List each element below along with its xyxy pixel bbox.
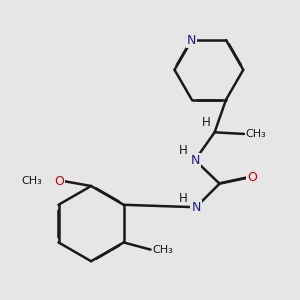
- Text: N: N: [187, 34, 196, 46]
- Text: H: H: [179, 145, 188, 158]
- Text: CH₃: CH₃: [246, 129, 266, 139]
- Text: N: N: [191, 201, 201, 214]
- Text: CH₃: CH₃: [21, 176, 42, 186]
- Text: N: N: [190, 154, 200, 166]
- Text: O: O: [54, 175, 64, 188]
- Text: H: H: [179, 192, 188, 205]
- Text: CH₃: CH₃: [152, 244, 173, 255]
- Text: H: H: [202, 116, 211, 129]
- Text: O: O: [247, 171, 257, 184]
